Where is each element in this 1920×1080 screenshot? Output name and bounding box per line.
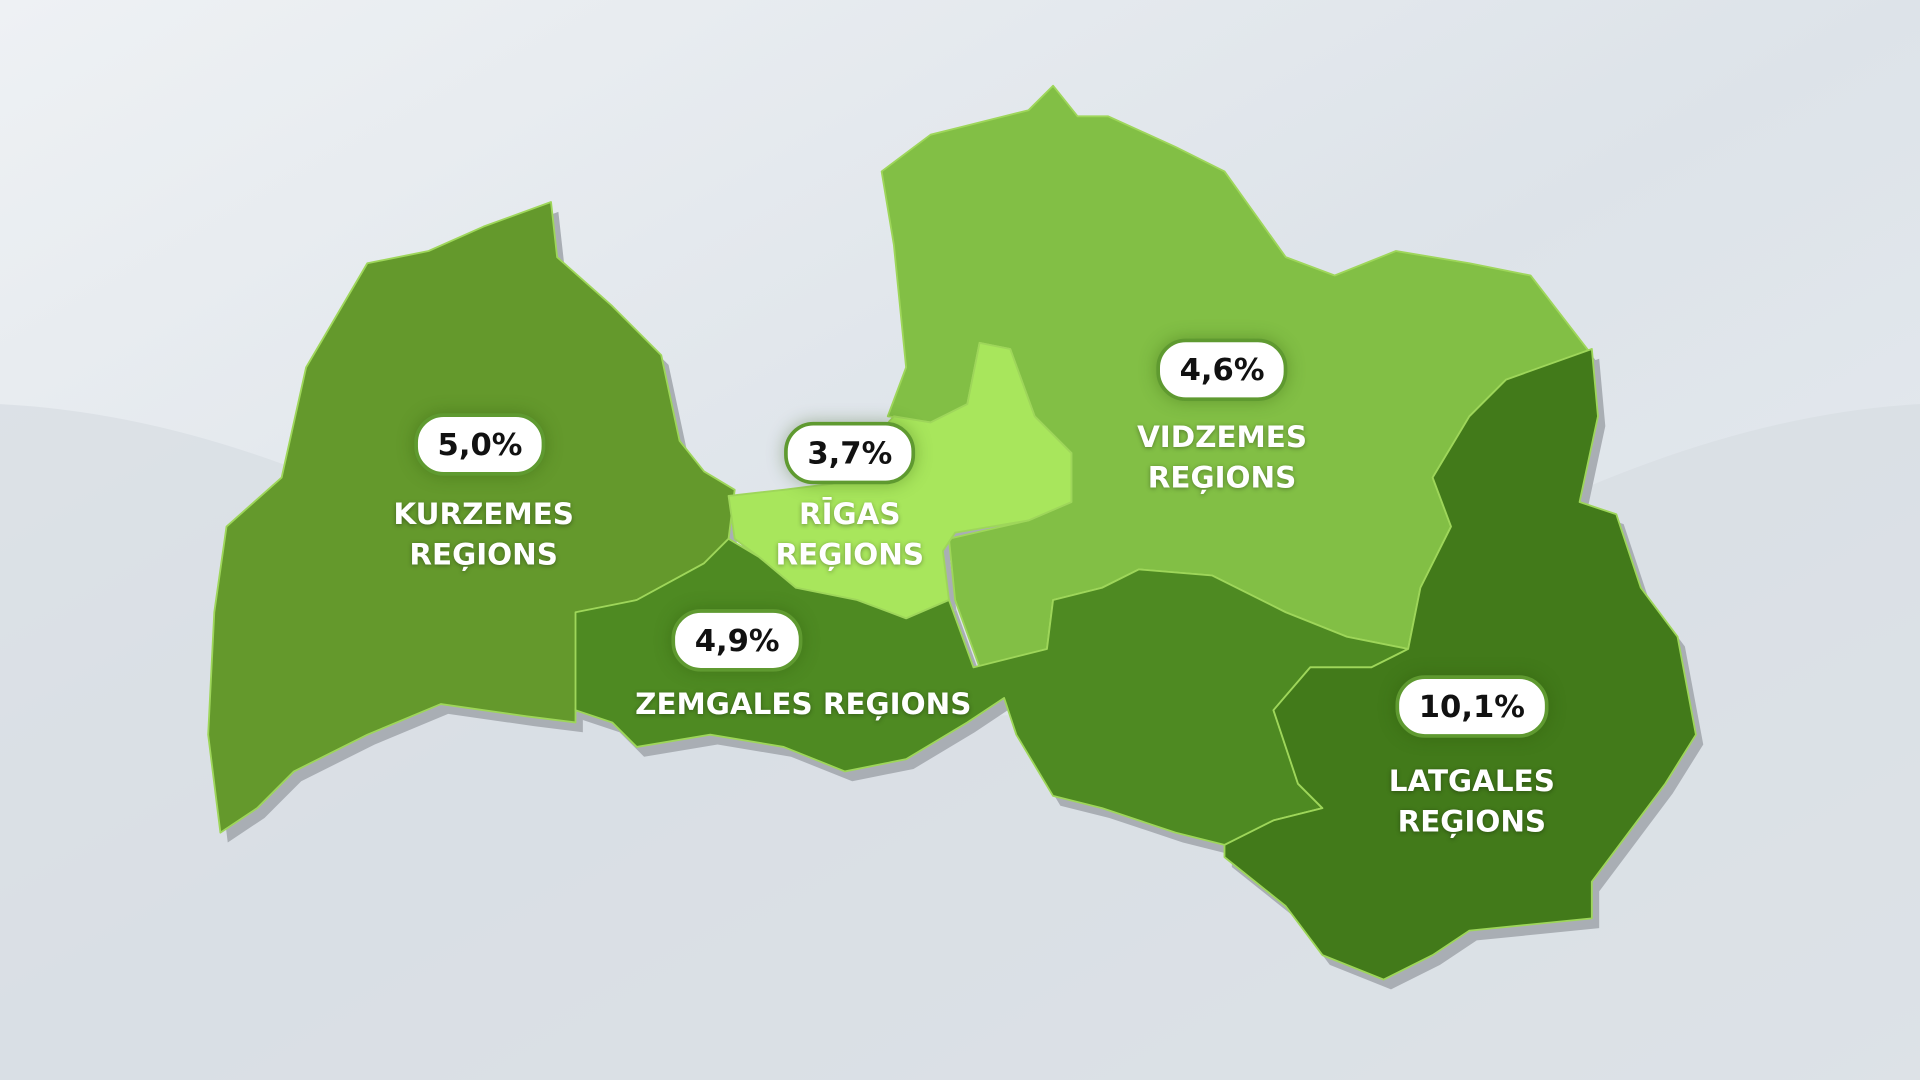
riga-label-line2: REĢIONS <box>775 537 925 572</box>
vidzeme-label-line1: VIDZEMES <box>1137 420 1308 455</box>
latgale-label: LATGALES REĢIONS <box>1389 762 1555 843</box>
zemgale-label: ZEMGALES REĢIONS <box>635 684 971 724</box>
riga-value-badge: 3,7% <box>784 421 916 485</box>
zemgale-label-line1: ZEMGALES REĢIONS <box>635 686 972 722</box>
kurzeme-label: KURZEMES REĢIONS <box>393 495 574 576</box>
latgale-value-badge: 10,1% <box>1395 675 1549 738</box>
kurzeme-value-badge: 5,0% <box>414 413 546 476</box>
region-latgale <box>1223 348 1697 981</box>
vidzeme-value-badge: 4,6% <box>1156 338 1288 402</box>
riga-label: RĪGAS REĢIONS <box>776 495 925 576</box>
vidzeme-label: VIDZEMES REĢIONS <box>1137 418 1307 499</box>
zemgale-value-badge: 4,9% <box>671 609 803 672</box>
kurzeme-label-line2: REĢIONS <box>409 537 558 572</box>
vidzeme-label-line2: REĢIONS <box>1147 460 1297 495</box>
latgale-label-line1: LATGALES <box>1388 764 1555 799</box>
kurzeme-label-line1: KURZEMES <box>393 497 574 532</box>
riga-label-line1: RĪGAS <box>798 497 901 532</box>
latgale-label-line2: REĢIONS <box>1397 804 1547 839</box>
region-kurzeme <box>207 201 736 834</box>
